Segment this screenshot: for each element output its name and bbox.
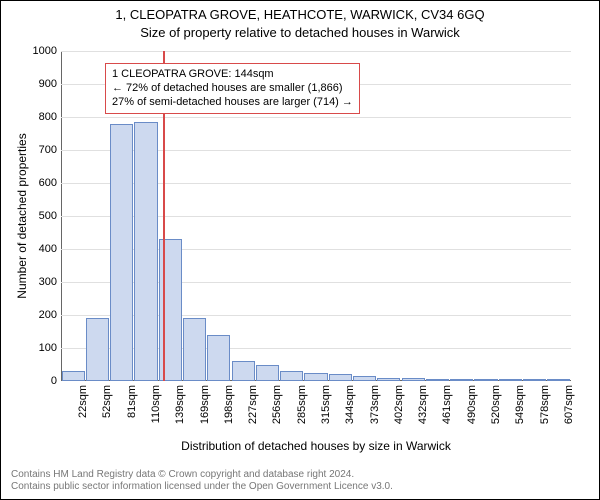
- x-tick-label: 490sqm: [466, 385, 478, 424]
- footer-line-2: Contains public sector information licen…: [11, 481, 589, 493]
- attribution-footer: Contains HM Land Registry data © Crown c…: [11, 469, 589, 493]
- histogram-bar: [353, 376, 376, 381]
- histogram-bar: [232, 361, 255, 381]
- x-tick-label: 607sqm: [563, 385, 575, 424]
- x-tick-label: 373sqm: [369, 385, 381, 424]
- y-tick-label: 300: [39, 276, 61, 288]
- histogram-bar: [280, 371, 303, 381]
- plot-area: 0100200300400500600700800900100022sqm52s…: [61, 51, 571, 381]
- y-tick-label: 900: [39, 78, 61, 90]
- histogram-bar: [329, 374, 352, 381]
- x-axis-label: Distribution of detached houses by size …: [61, 439, 571, 453]
- histogram-bar: [304, 373, 327, 381]
- x-tick-label: 520sqm: [490, 385, 502, 424]
- annotation-line: 27% of semi-detached houses are larger (…: [112, 96, 353, 110]
- histogram-bar: [86, 318, 109, 381]
- y-tick-label: 400: [39, 243, 61, 255]
- y-tick-label: 500: [39, 210, 61, 222]
- x-tick-label: 81sqm: [126, 385, 138, 418]
- histogram-bar: [134, 122, 157, 381]
- y-tick-label: 200: [39, 309, 61, 321]
- x-tick-label: 227sqm: [247, 385, 259, 424]
- x-tick-label: 432sqm: [417, 385, 429, 424]
- annotation-line: ← 72% of detached houses are smaller (1,…: [112, 82, 353, 96]
- y-tick-label: 1000: [33, 45, 61, 57]
- histogram-bar: [450, 379, 473, 381]
- x-tick-label: 256sqm: [271, 385, 283, 424]
- histogram-bar: [110, 124, 133, 381]
- histogram-bar: [256, 365, 279, 382]
- subtitle: Size of property relative to detached ho…: [1, 25, 599, 41]
- histogram-bar: [402, 378, 425, 381]
- y-axis-label: Number of detached properties: [15, 51, 35, 381]
- annotation-box: 1 CLEOPATRA GROVE: 144sqm← 72% of detach…: [105, 63, 360, 114]
- histogram-bar: [523, 379, 546, 381]
- y-tick-label: 600: [39, 177, 61, 189]
- histogram-bar: [499, 379, 522, 381]
- x-tick-label: 52sqm: [101, 385, 113, 418]
- y-tick-label: 0: [51, 375, 61, 387]
- annotation-line: 1 CLEOPATRA GROVE: 144sqm: [112, 68, 353, 82]
- histogram-bar: [377, 378, 400, 381]
- histogram-bar: [62, 371, 85, 381]
- histogram-bar: [426, 379, 449, 381]
- address-title: 1, CLEOPATRA GROVE, HEATHCOTE, WARWICK, …: [1, 7, 599, 23]
- histogram-bar: [183, 318, 206, 381]
- x-tick-label: 461sqm: [441, 385, 453, 424]
- x-tick-label: 549sqm: [514, 385, 526, 424]
- x-tick-label: 169sqm: [199, 385, 211, 424]
- histogram-bar: [207, 335, 230, 381]
- histogram-bar: [474, 379, 497, 381]
- y-tick-label: 100: [39, 342, 61, 354]
- x-tick-label: 402sqm: [393, 385, 405, 424]
- x-tick-label: 198sqm: [223, 385, 235, 424]
- gridline: [61, 51, 571, 52]
- gridline: [61, 117, 571, 118]
- y-tick-label: 800: [39, 111, 61, 123]
- x-tick-label: 110sqm: [150, 385, 162, 423]
- x-tick-label: 578sqm: [539, 385, 551, 424]
- x-tick-label: 285sqm: [296, 385, 308, 424]
- y-tick-label: 700: [39, 144, 61, 156]
- chart-container: 1, CLEOPATRA GROVE, HEATHCOTE, WARWICK, …: [0, 0, 600, 500]
- x-tick-label: 22sqm: [77, 385, 89, 418]
- footer-line-1: Contains HM Land Registry data © Crown c…: [11, 469, 589, 481]
- x-tick-label: 344sqm: [344, 385, 356, 424]
- x-tick-label: 139sqm: [174, 385, 186, 424]
- histogram-bar: [547, 379, 570, 381]
- x-tick-label: 315sqm: [320, 385, 332, 424]
